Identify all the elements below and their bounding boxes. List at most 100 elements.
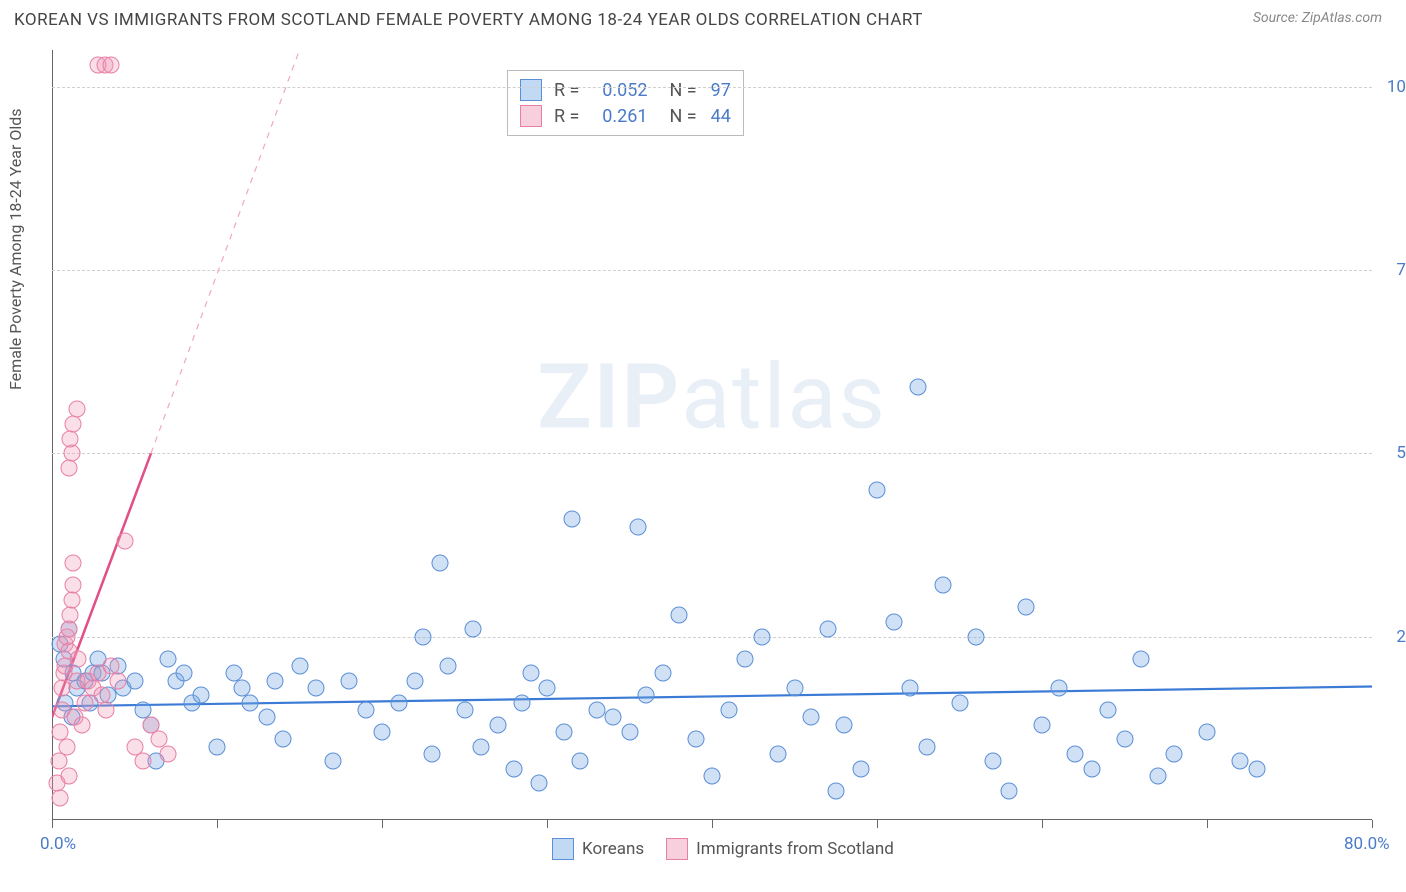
scatter-point bbox=[60, 460, 77, 477]
scatter-point bbox=[737, 650, 754, 667]
r-label: R = bbox=[554, 106, 579, 127]
scatter-point bbox=[159, 746, 176, 763]
n-label: N = bbox=[669, 106, 696, 127]
legend-item: Immigrants from Scotland bbox=[666, 838, 894, 860]
scatter-point bbox=[110, 672, 127, 689]
x-tick bbox=[1207, 820, 1208, 828]
legend-swatch bbox=[666, 838, 688, 860]
legend-swatch bbox=[520, 105, 542, 127]
y-axis-line bbox=[52, 50, 53, 820]
correlation-legend: R =0.052N =97 R = 0.261 N = 44 bbox=[507, 70, 744, 136]
y-tick-label: 50.0% bbox=[1382, 443, 1406, 463]
x-tick bbox=[1372, 820, 1373, 828]
scatter-point bbox=[1001, 782, 1018, 799]
scatter-point bbox=[572, 753, 589, 770]
scatter-point bbox=[720, 702, 737, 719]
scatter-point bbox=[605, 709, 622, 726]
scatter-point bbox=[530, 775, 547, 792]
scatter-point bbox=[68, 401, 85, 418]
scatter-point bbox=[374, 724, 391, 741]
scatter-point bbox=[588, 702, 605, 719]
scatter-point bbox=[70, 650, 87, 667]
scatter-point bbox=[1166, 746, 1183, 763]
scatter-point bbox=[885, 614, 902, 631]
n-value: 44 bbox=[711, 106, 731, 127]
scatter-point bbox=[103, 56, 120, 73]
x-tick bbox=[52, 820, 53, 828]
scatter-point bbox=[819, 621, 836, 638]
scatter-point bbox=[1133, 650, 1150, 667]
gridline bbox=[52, 637, 1372, 638]
scatter-point bbox=[407, 672, 424, 689]
series-legend: Koreans Immigrants from Scotland bbox=[552, 838, 894, 860]
scatter-point bbox=[423, 746, 440, 763]
y-tick-label: 25.0% bbox=[1382, 627, 1406, 647]
gridline bbox=[52, 270, 1372, 271]
scatter-point bbox=[1017, 599, 1034, 616]
scatter-point bbox=[1100, 702, 1117, 719]
scatter-point bbox=[58, 738, 75, 755]
scatter-point bbox=[473, 738, 490, 755]
r-value: 0.261 bbox=[591, 106, 647, 127]
scatter-point bbox=[687, 731, 704, 748]
scatter-point bbox=[77, 694, 94, 711]
scatter-point bbox=[827, 782, 844, 799]
scatter-point bbox=[62, 430, 79, 447]
gridline bbox=[52, 87, 1372, 88]
scatter-point bbox=[464, 621, 481, 638]
x-tick bbox=[217, 820, 218, 828]
scatter-point bbox=[258, 709, 275, 726]
scatter-point bbox=[951, 694, 968, 711]
scatter-point bbox=[852, 760, 869, 777]
scatter-point bbox=[73, 716, 90, 733]
scatter-point bbox=[563, 511, 580, 528]
scatter-point bbox=[308, 680, 325, 697]
scatter-point bbox=[629, 518, 646, 535]
scatter-point bbox=[984, 753, 1001, 770]
x-tick-label-left: 0.0% bbox=[40, 834, 76, 854]
x-tick-label-right: 80.0% bbox=[1344, 834, 1390, 854]
scatter-point bbox=[654, 665, 671, 682]
scatter-point bbox=[803, 709, 820, 726]
x-tick bbox=[877, 820, 878, 828]
scatter-point bbox=[357, 702, 374, 719]
scatter-point bbox=[209, 738, 226, 755]
chart-container: Female Poverty Among 18-24 Year Olds ZIP… bbox=[0, 40, 1406, 892]
stat-legend-row: R =0.052N =97 bbox=[520, 77, 731, 103]
chart-title: KOREAN VS IMMIGRANTS FROM SCOTLAND FEMAL… bbox=[14, 10, 923, 30]
scatter-point bbox=[489, 716, 506, 733]
scatter-point bbox=[98, 702, 115, 719]
scatter-point bbox=[242, 694, 259, 711]
scatter-point bbox=[324, 753, 341, 770]
scatter-point bbox=[159, 650, 176, 667]
plot-area: ZIPatlas R =0.052N =97R =0.261N =44 Kore… bbox=[52, 50, 1372, 820]
scatter-point bbox=[126, 672, 143, 689]
scatter-point bbox=[1248, 760, 1265, 777]
scatter-point bbox=[1067, 746, 1084, 763]
scatter-point bbox=[1050, 680, 1067, 697]
legend-label: Koreans bbox=[582, 839, 644, 859]
scatter-point bbox=[935, 577, 952, 594]
scatter-point bbox=[62, 606, 79, 623]
x-tick bbox=[382, 820, 383, 828]
scatter-point bbox=[415, 628, 432, 645]
x-tick bbox=[547, 820, 548, 828]
scatter-point bbox=[506, 760, 523, 777]
scatter-point bbox=[291, 658, 308, 675]
scatter-point bbox=[341, 672, 358, 689]
legend-swatch bbox=[520, 79, 542, 101]
source-label: Source: ZipAtlas.com bbox=[1253, 10, 1382, 26]
scatter-point bbox=[836, 716, 853, 733]
y-tick-label: 75.0% bbox=[1382, 260, 1406, 280]
scatter-point bbox=[266, 672, 283, 689]
scatter-point bbox=[63, 592, 80, 609]
scatter-point bbox=[134, 753, 151, 770]
stat-legend-row: R = 0.261 N = 44 bbox=[520, 103, 731, 129]
scatter-point bbox=[65, 555, 82, 572]
scatter-point bbox=[1034, 716, 1051, 733]
scatter-point bbox=[638, 687, 655, 704]
scatter-point bbox=[63, 445, 80, 462]
scatter-point bbox=[671, 606, 688, 623]
scatter-point bbox=[1116, 731, 1133, 748]
scatter-point bbox=[968, 628, 985, 645]
